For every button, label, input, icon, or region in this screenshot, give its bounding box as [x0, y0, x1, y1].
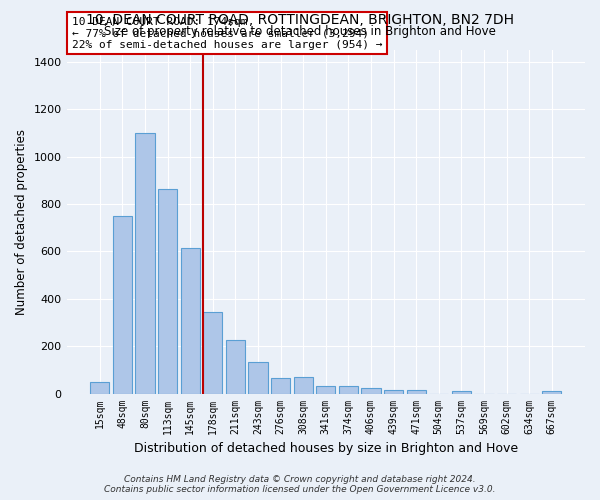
Text: Contains HM Land Registry data © Crown copyright and database right 2024.
Contai: Contains HM Land Registry data © Crown c…: [104, 475, 496, 494]
Text: 10, DEAN COURT ROAD, ROTTINGDEAN, BRIGHTON, BN2 7DH: 10, DEAN COURT ROAD, ROTTINGDEAN, BRIGHT…: [86, 12, 514, 26]
Bar: [384, 390, 403, 394]
Text: Size of property relative to detached houses in Brighton and Hove: Size of property relative to detached ho…: [104, 25, 496, 38]
Bar: [226, 340, 245, 394]
Bar: [316, 386, 335, 394]
Bar: [271, 378, 290, 394]
Bar: [339, 386, 358, 394]
Bar: [113, 216, 132, 394]
Bar: [542, 390, 562, 394]
Bar: [136, 133, 155, 394]
Bar: [248, 362, 268, 394]
Bar: [293, 377, 313, 394]
Bar: [452, 390, 471, 394]
Bar: [361, 388, 380, 394]
Bar: [90, 382, 109, 394]
Y-axis label: Number of detached properties: Number of detached properties: [15, 129, 28, 315]
Bar: [203, 312, 223, 394]
X-axis label: Distribution of detached houses by size in Brighton and Hove: Distribution of detached houses by size …: [134, 442, 518, 455]
Bar: [407, 390, 426, 394]
Bar: [181, 248, 200, 394]
Bar: [158, 188, 177, 394]
Text: 10 DEAN COURT ROAD: 174sqm
← 77% of detached houses are smaller (3,294)
22% of s: 10 DEAN COURT ROAD: 174sqm ← 77% of deta…: [72, 17, 382, 50]
